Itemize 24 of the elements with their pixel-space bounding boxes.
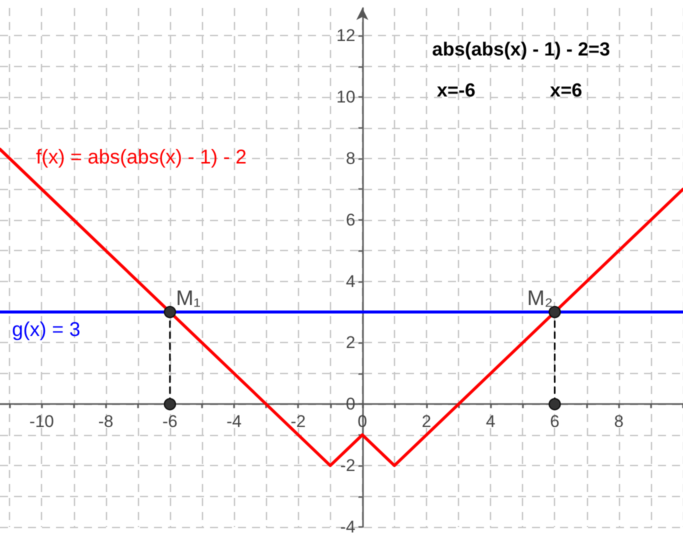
- y-tick-label: -4: [340, 518, 356, 536]
- y-tick-label: 8: [346, 148, 356, 168]
- x-tick-label: -8: [98, 412, 114, 432]
- x-tick-label: -2: [290, 412, 306, 432]
- y-tick-label: 4: [346, 272, 356, 291]
- annotation: M₂: [527, 287, 553, 310]
- x-tick-label: 8: [614, 412, 624, 432]
- y-tick-label: 6: [346, 210, 356, 230]
- x-tick-label: 4: [486, 412, 496, 432]
- annotation: x=6: [550, 80, 582, 102]
- y-tick-label: -2: [340, 456, 356, 476]
- annotation: M₁: [176, 287, 201, 310]
- x-tick-label: -4: [226, 412, 242, 432]
- x-tick-label: -10: [29, 412, 54, 432]
- x-tick-label: 2: [422, 412, 432, 432]
- y-tick-label: 2: [346, 333, 356, 352]
- x-tick-label: -6: [162, 412, 178, 432]
- y-tick-label: 10: [336, 88, 356, 107]
- annotation: abs(abs(x) - 1) - 2=3: [432, 40, 610, 60]
- series-label: f(x) = abs(abs(x) - 1) - 2: [36, 146, 247, 168]
- x-tick-label: 6: [550, 412, 560, 432]
- annotation: x=-6: [436, 80, 476, 102]
- y-tick-label: 12: [336, 26, 356, 46]
- series-label: g(x) = 3: [12, 319, 80, 342]
